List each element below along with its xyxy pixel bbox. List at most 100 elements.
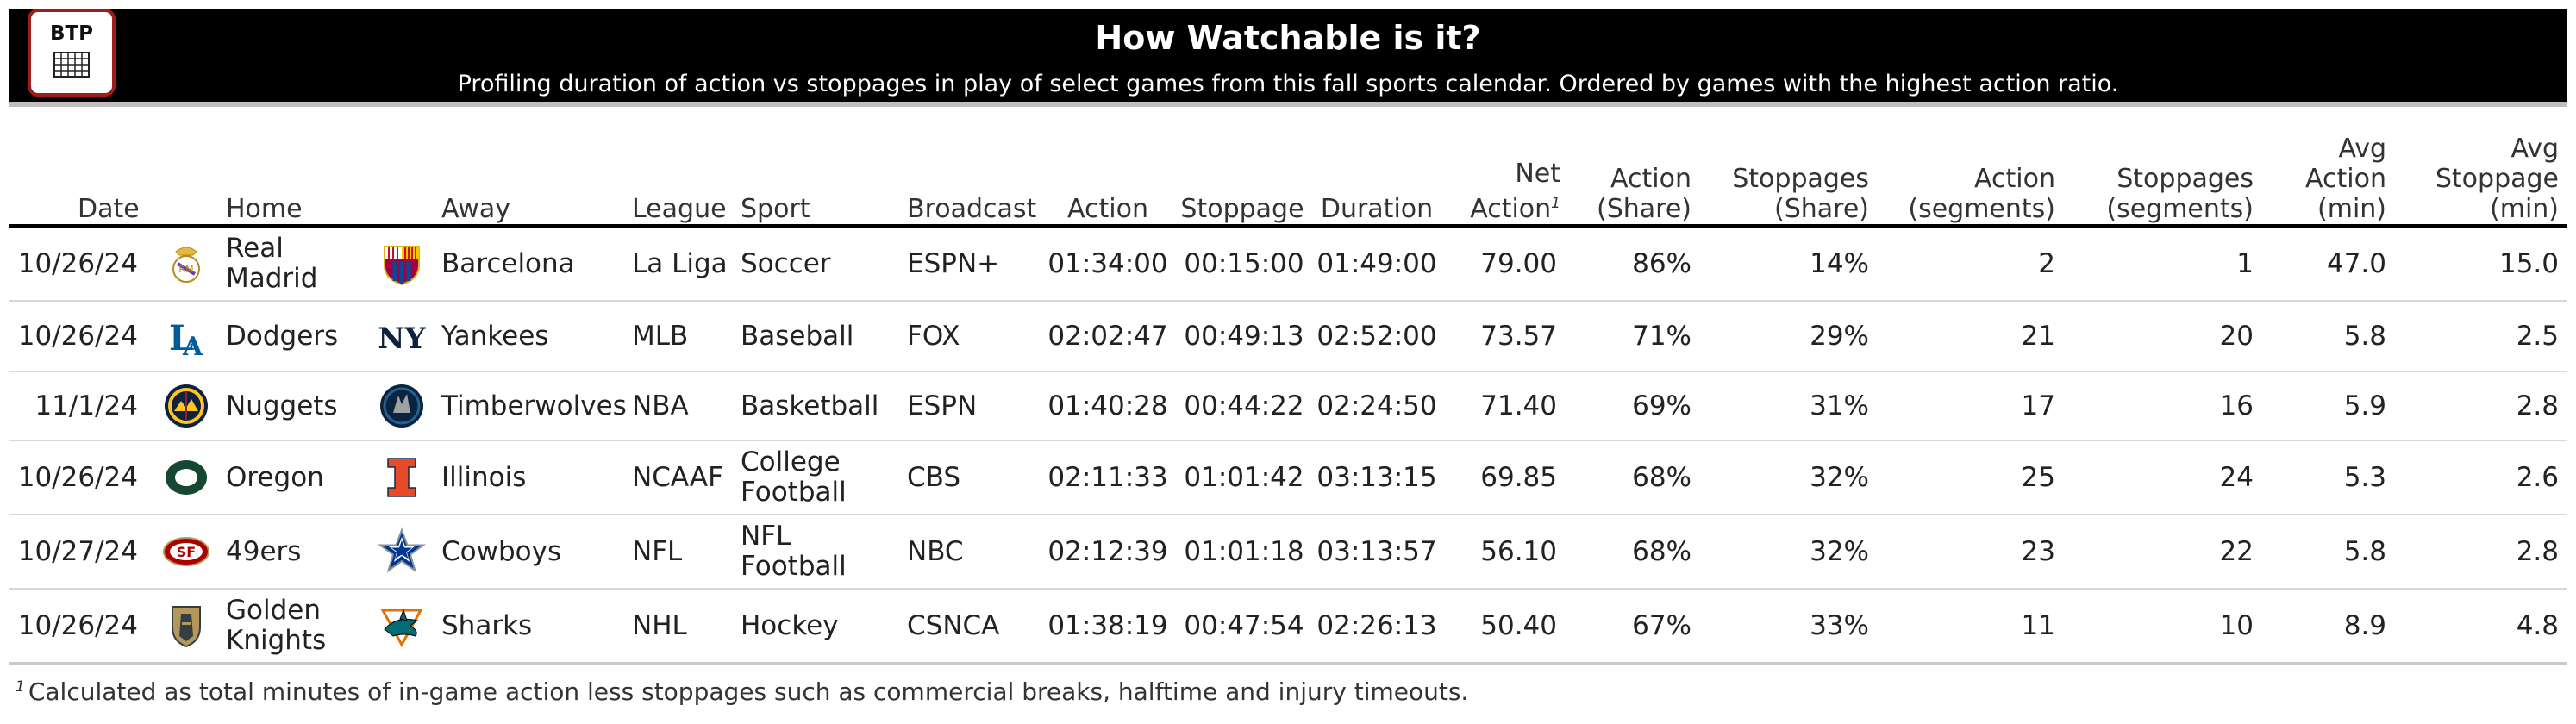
cell-league: NCAAF	[632, 461, 723, 493]
row-divider	[9, 440, 2567, 441]
cell-stoppage: 01:01:18	[1184, 535, 1304, 567]
yankees-ny-icon: NY	[378, 321, 426, 356]
barcelona-crest-icon	[384, 246, 420, 286]
table-row: 10/26/24 RM Real Madrid Barcelona La Liga…	[9, 228, 2567, 300]
col-header-duration: Duration	[1320, 194, 1434, 224]
cell-stoppage: 00:49:13	[1184, 320, 1304, 352]
cell-stoppages-share: 32%	[1810, 461, 1869, 493]
col-header-date: Date	[78, 194, 140, 224]
col-header-league: League	[632, 194, 727, 224]
49ers-icon: SF	[163, 537, 209, 566]
cell-action-share: 67%	[1632, 609, 1691, 641]
cell-avg-stoppage: 2.6	[2516, 461, 2559, 493]
col-header-action-share: Action (Share)	[1597, 164, 1691, 224]
cell-home: Dodgers	[226, 320, 339, 352]
cell-stoppages-share: 33%	[1810, 609, 1869, 641]
col-header-action-segments: Action (segments)	[1908, 164, 2055, 224]
col-header-avg-action: Avg Action (min)	[2305, 134, 2386, 224]
col-header-avg-stoppage: Avg Stoppage (min)	[2435, 134, 2559, 224]
cell-duration: 03:13:57	[1316, 535, 1437, 567]
real-madrid-crest-icon: RM	[172, 247, 200, 283]
cell-duration: 02:24:50	[1316, 390, 1437, 421]
cell-action-segments: 2	[2038, 247, 2055, 279]
cell-net-action: 69.85	[1480, 461, 1557, 493]
cell-action-share: 69%	[1632, 390, 1691, 421]
col-header-sport: Sport	[741, 194, 810, 224]
cell-stoppages-share: 31%	[1810, 390, 1869, 421]
cell-avg-action: 5.3	[2343, 461, 2386, 493]
cell-broadcast: ESPN+	[907, 247, 1000, 279]
cell-net-action: 56.10	[1480, 535, 1557, 567]
row-divider	[9, 371, 2567, 372]
cell-date: 10/26/24	[17, 609, 138, 641]
cell-stoppages-segments: 24	[2219, 461, 2254, 493]
cell-action-share: 71%	[1632, 320, 1691, 352]
svg-text:SF: SF	[177, 544, 196, 560]
cell-duration: 02:26:13	[1316, 609, 1437, 641]
cowboys-star-icon	[378, 527, 426, 573]
cell-broadcast: NBC	[907, 535, 964, 567]
cell-home: 49ers	[226, 535, 302, 567]
cell-stoppages-share: 29%	[1810, 320, 1869, 352]
sharks-icon	[380, 609, 423, 648]
goal-net-icon	[53, 52, 90, 78]
cell-date: 11/1/24	[34, 390, 138, 421]
illinois-i-icon	[387, 458, 416, 497]
cell-sport: Baseball	[741, 320, 854, 352]
col-header-stoppages-share: Stoppages (Share)	[1732, 164, 1869, 224]
cell-avg-action: 5.9	[2343, 390, 2386, 421]
col-header-action: Action	[1067, 194, 1148, 224]
cell-stoppage: 00:15:00	[1184, 247, 1304, 279]
cell-action-segments: 23	[2021, 535, 2055, 567]
col-header-home: Home	[226, 194, 303, 224]
cell-avg-action: 47.0	[2326, 247, 2386, 279]
cell-stoppage: 00:47:54	[1184, 609, 1304, 641]
cell-stoppages-segments: 22	[2219, 535, 2254, 567]
cell-stoppages-segments: 10	[2219, 609, 2254, 641]
cell-broadcast: CBS	[907, 461, 961, 493]
cell-broadcast: FOX	[907, 320, 960, 352]
cell-sport: College Football	[741, 446, 847, 508]
footnote-text: Calculated as total minutes of in-game a…	[28, 677, 1469, 706]
footnote-marker: 1	[16, 677, 25, 696]
svg-text:L: L	[169, 318, 193, 359]
cell-sport: NFL Football	[741, 521, 847, 582]
cell-duration: 02:52:00	[1316, 320, 1437, 352]
col-header-away: Away	[441, 194, 510, 224]
cell-action-segments: 25	[2021, 461, 2055, 493]
cell-away: Barcelona	[441, 247, 575, 279]
cell-away: Timberwolves	[441, 390, 627, 421]
col-header-broadcast: Broadcast	[907, 194, 1037, 224]
btp-logo: BTP	[28, 9, 116, 97]
table-row: 10/27/24 SF 49ers Cowboys NFL NFL Footbal…	[9, 515, 2567, 588]
cell-avg-stoppage: 2.8	[2516, 390, 2559, 421]
cell-broadcast: ESPN	[907, 390, 978, 421]
svg-text:RM: RM	[178, 264, 193, 275]
cell-home: Real Madrid	[226, 233, 318, 294]
col-header-net-action: Net Action1	[1470, 159, 1560, 224]
cell-action-share: 68%	[1632, 461, 1691, 493]
dodgers-la-icon: L A	[169, 318, 203, 360]
cell-stoppages-segments: 16	[2219, 390, 2254, 421]
oregon-o-icon	[166, 460, 207, 495]
cell-date: 10/26/24	[17, 461, 138, 493]
col-header-stoppages-segments: Stoppages (segments)	[2106, 164, 2254, 224]
cell-duration: 01:49:00	[1316, 247, 1437, 279]
cell-action: 02:11:33	[1047, 461, 1168, 493]
row-divider	[9, 514, 2567, 515]
table-row: 11/1/24 Nuggets Timberwolves NBA Basketb…	[9, 372, 2567, 440]
cell-home: Oregon	[226, 461, 324, 493]
cell-net-action: 79.00	[1480, 247, 1557, 279]
cell-away: Cowboys	[441, 535, 562, 567]
cell-league: La Liga	[632, 247, 728, 279]
cell-avg-stoppage: 4.8	[2516, 609, 2559, 641]
page-subtitle: Profiling duration of action vs stoppage…	[457, 71, 2119, 97]
cell-avg-action: 5.8	[2343, 320, 2386, 352]
cell-home: Nuggets	[226, 390, 338, 421]
cell-action: 01:38:19	[1047, 609, 1168, 641]
table-row: 10/26/24 L A Dodgers NY Yankees MLB Base…	[9, 302, 2567, 371]
cell-league: NBA	[632, 390, 689, 421]
svg-text:A: A	[182, 332, 203, 360]
cell-action-share: 86%	[1632, 247, 1691, 279]
cell-away: Illinois	[441, 461, 527, 493]
